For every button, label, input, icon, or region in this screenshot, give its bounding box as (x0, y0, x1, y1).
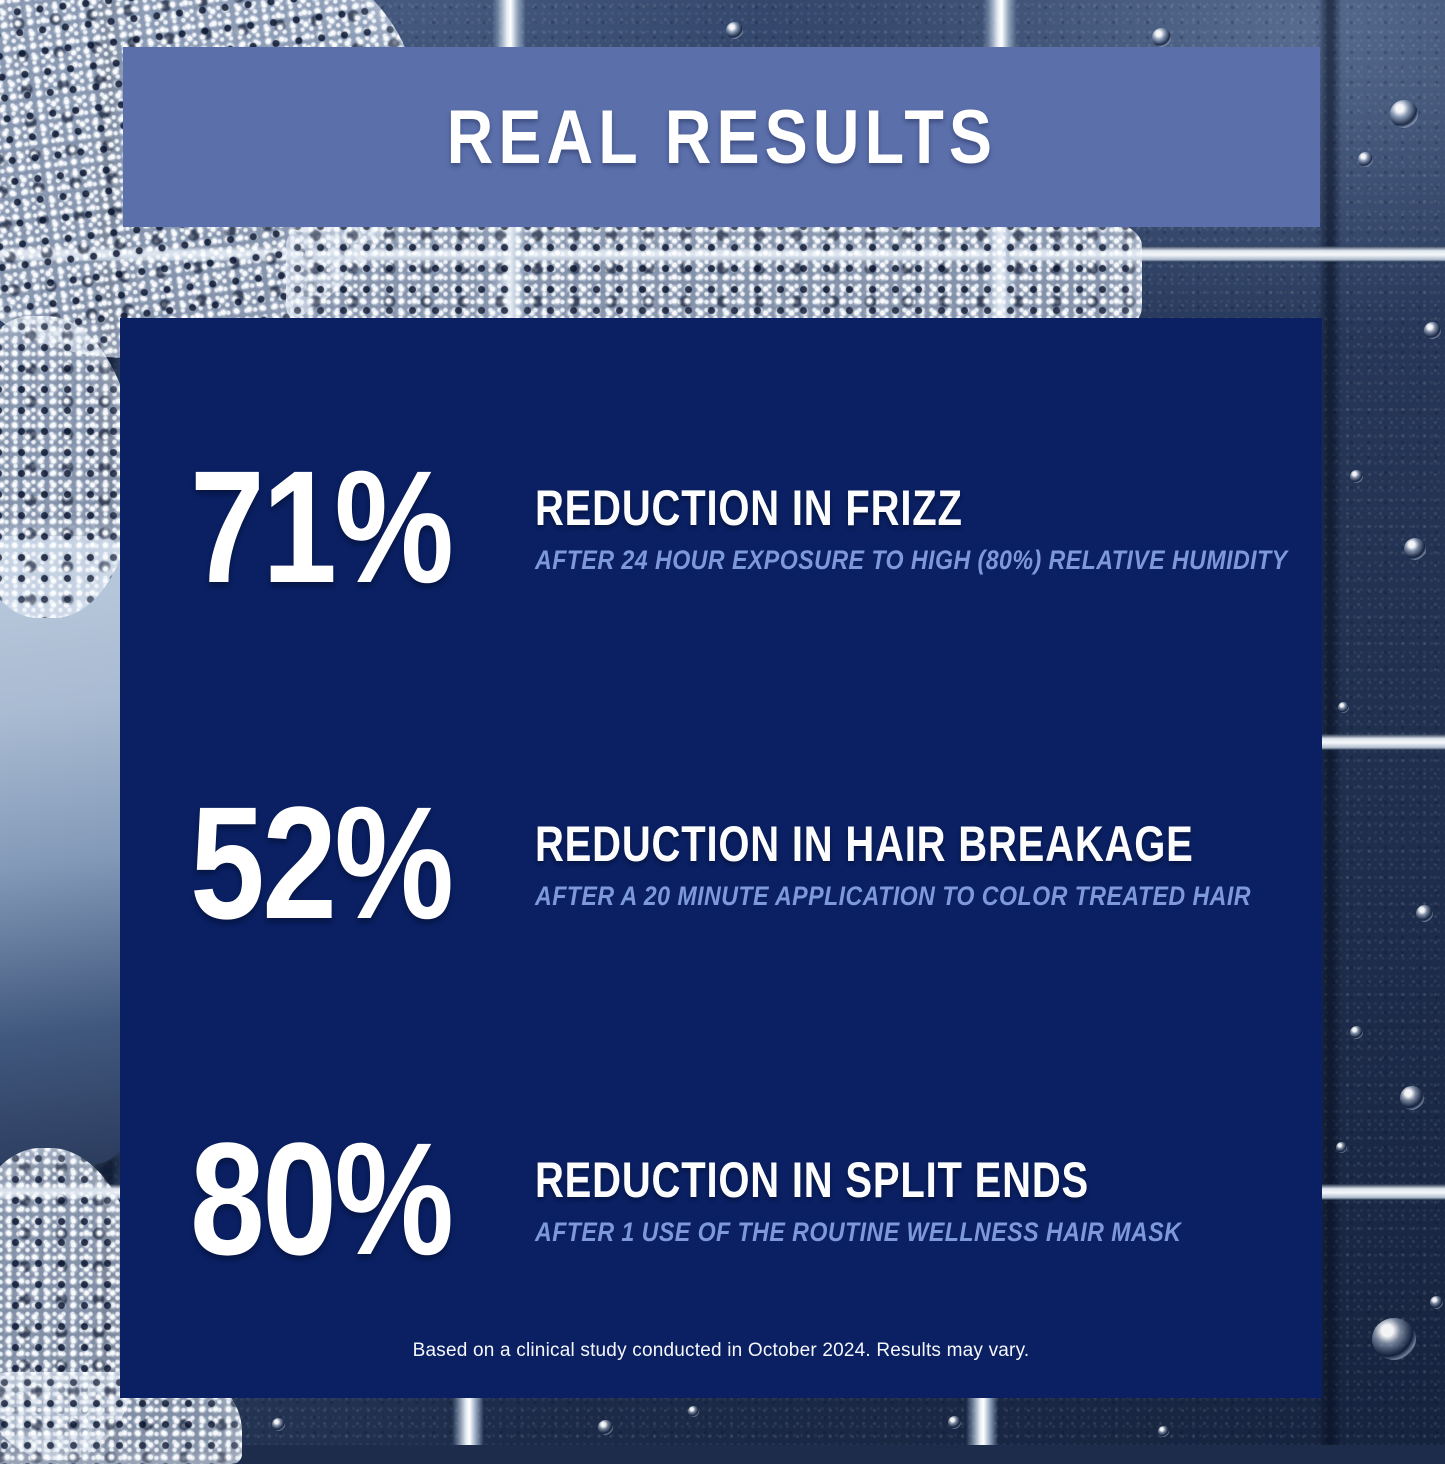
stat-heading: REDUCTION IN SPLIT ENDS (535, 1151, 1089, 1208)
water-droplet (1350, 470, 1363, 483)
stat-row-breakage: 52% REDUCTION IN HAIR BREAKAGE AFTER A 2… (120, 758, 1322, 968)
water-droplet (1430, 1296, 1443, 1309)
foam-cluster (286, 216, 1142, 336)
stat-detail: AFTER 24 HOUR EXPOSURE TO HIGH (80%) REL… (535, 545, 1288, 576)
water-sheet (0, 536, 124, 1164)
water-droplet (1350, 1026, 1363, 1039)
stat-value: 80% (190, 1109, 454, 1288)
water-droplet (1390, 100, 1418, 128)
stat-text-block: REDUCTION IN HAIR BREAKAGE AFTER A 20 MI… (535, 814, 1368, 912)
water-droplet (1400, 1086, 1424, 1110)
header-banner: REAL RESULTS (123, 47, 1320, 227)
water-droplet (726, 22, 743, 39)
water-droplet (1372, 1318, 1416, 1360)
results-panel: 71% REDUCTION IN FRIZZ AFTER 24 HOUR EXP… (120, 318, 1322, 1398)
tile-seam-right (1318, 0, 1342, 1445)
water-droplet (1336, 1142, 1347, 1153)
stat-heading: REDUCTION IN HAIR BREAKAGE (535, 815, 1194, 872)
water-droplet (1404, 538, 1426, 560)
disclaimer-text: Based on a clinical study conducted in O… (412, 1340, 1030, 1361)
stat-detail: AFTER 1 USE OF THE ROUTINE WELLNESS HAIR… (535, 1217, 1182, 1248)
water-droplet (598, 1420, 613, 1435)
water-droplet (1338, 702, 1349, 713)
water-droplet (1424, 322, 1441, 339)
stat-text-block: REDUCTION IN SPLIT ENDS AFTER 1 USE OF T… (535, 1150, 1287, 1248)
stat-value: 71% (190, 437, 454, 616)
water-droplet (948, 1416, 961, 1429)
water-droplet (1152, 28, 1171, 47)
chrome-grout-strip (966, 1392, 998, 1445)
stat-heading: REDUCTION IN FRIZZ (535, 479, 963, 536)
chrome-grout-strip (452, 1392, 484, 1445)
stat-text-block: REDUCTION IN FRIZZ AFTER 24 HOUR EXPOSUR… (535, 478, 1410, 576)
water-droplet (1358, 152, 1373, 167)
water-droplet (1158, 1426, 1169, 1437)
stat-row-frizz: 71% REDUCTION IN FRIZZ AFTER 24 HOUR EXP… (120, 422, 1322, 632)
stat-detail: AFTER A 20 MINUTE APPLICATION TO COLOR T… (535, 881, 1251, 912)
water-droplet (688, 1406, 699, 1417)
page-title: REAL RESULTS (446, 94, 997, 180)
water-droplet (1416, 905, 1433, 922)
water-droplet (272, 1418, 285, 1431)
stat-value: 52% (190, 773, 454, 952)
stat-row-split-ends: 80% REDUCTION IN SPLIT ENDS AFTER 1 USE … (120, 1094, 1322, 1304)
